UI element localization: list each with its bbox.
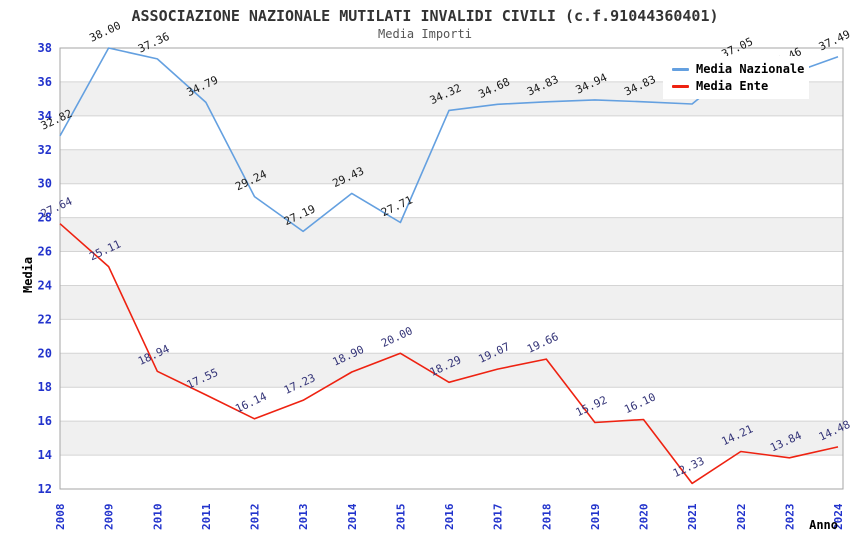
x-tick-label: 2009 xyxy=(103,504,116,531)
x-tick-label: 2019 xyxy=(589,504,602,531)
x-tick-label: 2023 xyxy=(783,504,796,531)
x-tick-label: 2016 xyxy=(443,503,456,530)
x-tick-label: 2011 xyxy=(200,503,213,530)
x-axis-title: Anno xyxy=(809,518,838,532)
point-label: 20.00 xyxy=(379,324,415,350)
point-label: 37.36 xyxy=(136,30,172,56)
point-label: 16.14 xyxy=(233,390,269,416)
legend: Media Nazionale Media Ente xyxy=(663,56,809,99)
y-tick-label: 14 xyxy=(38,448,52,462)
point-label: 16.10 xyxy=(622,390,658,416)
y-tick-label: 16 xyxy=(38,414,52,428)
grid-band xyxy=(60,217,843,252)
media-nazionale-line-swatch xyxy=(672,67,689,71)
legend-label-media-ente: Media Ente xyxy=(696,79,769,93)
y-tick-label: 12 xyxy=(38,482,52,496)
y-tick-label: 30 xyxy=(38,177,52,191)
y-tick-label: 28 xyxy=(38,211,52,225)
legend-item-media-nazionale: Media Nazionale xyxy=(672,62,809,76)
plot-frame xyxy=(59,47,844,490)
grid-band xyxy=(60,285,843,320)
x-tick-label: 2024 xyxy=(832,503,845,530)
point-label: 37.49 xyxy=(817,28,850,54)
media-ente-line-swatch xyxy=(672,84,689,88)
y-tick-label: 36 xyxy=(38,75,52,89)
point-label: 38.00 xyxy=(87,19,123,45)
legend-label-media-nazionale: Media Nazionale xyxy=(696,62,805,76)
x-tick-label: 2018 xyxy=(540,504,553,531)
y-tick-label: 24 xyxy=(38,278,52,292)
grid-band xyxy=(60,149,843,184)
y-tick-label: 22 xyxy=(38,312,52,326)
x-tick-label: 2022 xyxy=(735,504,748,531)
y-tick-label: 38 xyxy=(38,41,52,55)
x-tick-label: 2014 xyxy=(346,503,359,530)
point-label: 15.92 xyxy=(574,393,610,419)
y-tick-label: 20 xyxy=(38,346,52,360)
point-label: 27.71 xyxy=(379,193,415,219)
point-label: 19.66 xyxy=(525,330,561,356)
chart-subtitle: Media Importi xyxy=(378,27,472,41)
x-tick-label: 2012 xyxy=(249,504,262,531)
x-tick-label: 2010 xyxy=(151,504,164,531)
y-tick-label: 32 xyxy=(38,143,52,157)
y-tick-label: 18 xyxy=(38,380,52,394)
x-tick-label: 2020 xyxy=(638,504,651,531)
x-tick-label: 2013 xyxy=(297,504,310,531)
y-tick-label: 26 xyxy=(38,245,52,259)
grid-band xyxy=(60,421,843,456)
y-tick-label: 34 xyxy=(38,109,52,123)
x-tick-label: 2015 xyxy=(394,504,407,531)
line-media-ente xyxy=(59,223,839,485)
point-label: 12.33 xyxy=(671,454,707,480)
legend-item-media-ente: Media Ente xyxy=(672,79,809,93)
x-tick-label: 2017 xyxy=(492,504,505,531)
chart-title: ASSOCIAZIONE NAZIONALE MUTILATI INVALIDI… xyxy=(131,7,719,25)
point-label: 27.64 xyxy=(39,194,75,220)
x-tick-label: 2021 xyxy=(686,503,699,530)
x-tick-label: 2008 xyxy=(54,504,67,531)
y-axis-title: Media xyxy=(21,257,35,293)
